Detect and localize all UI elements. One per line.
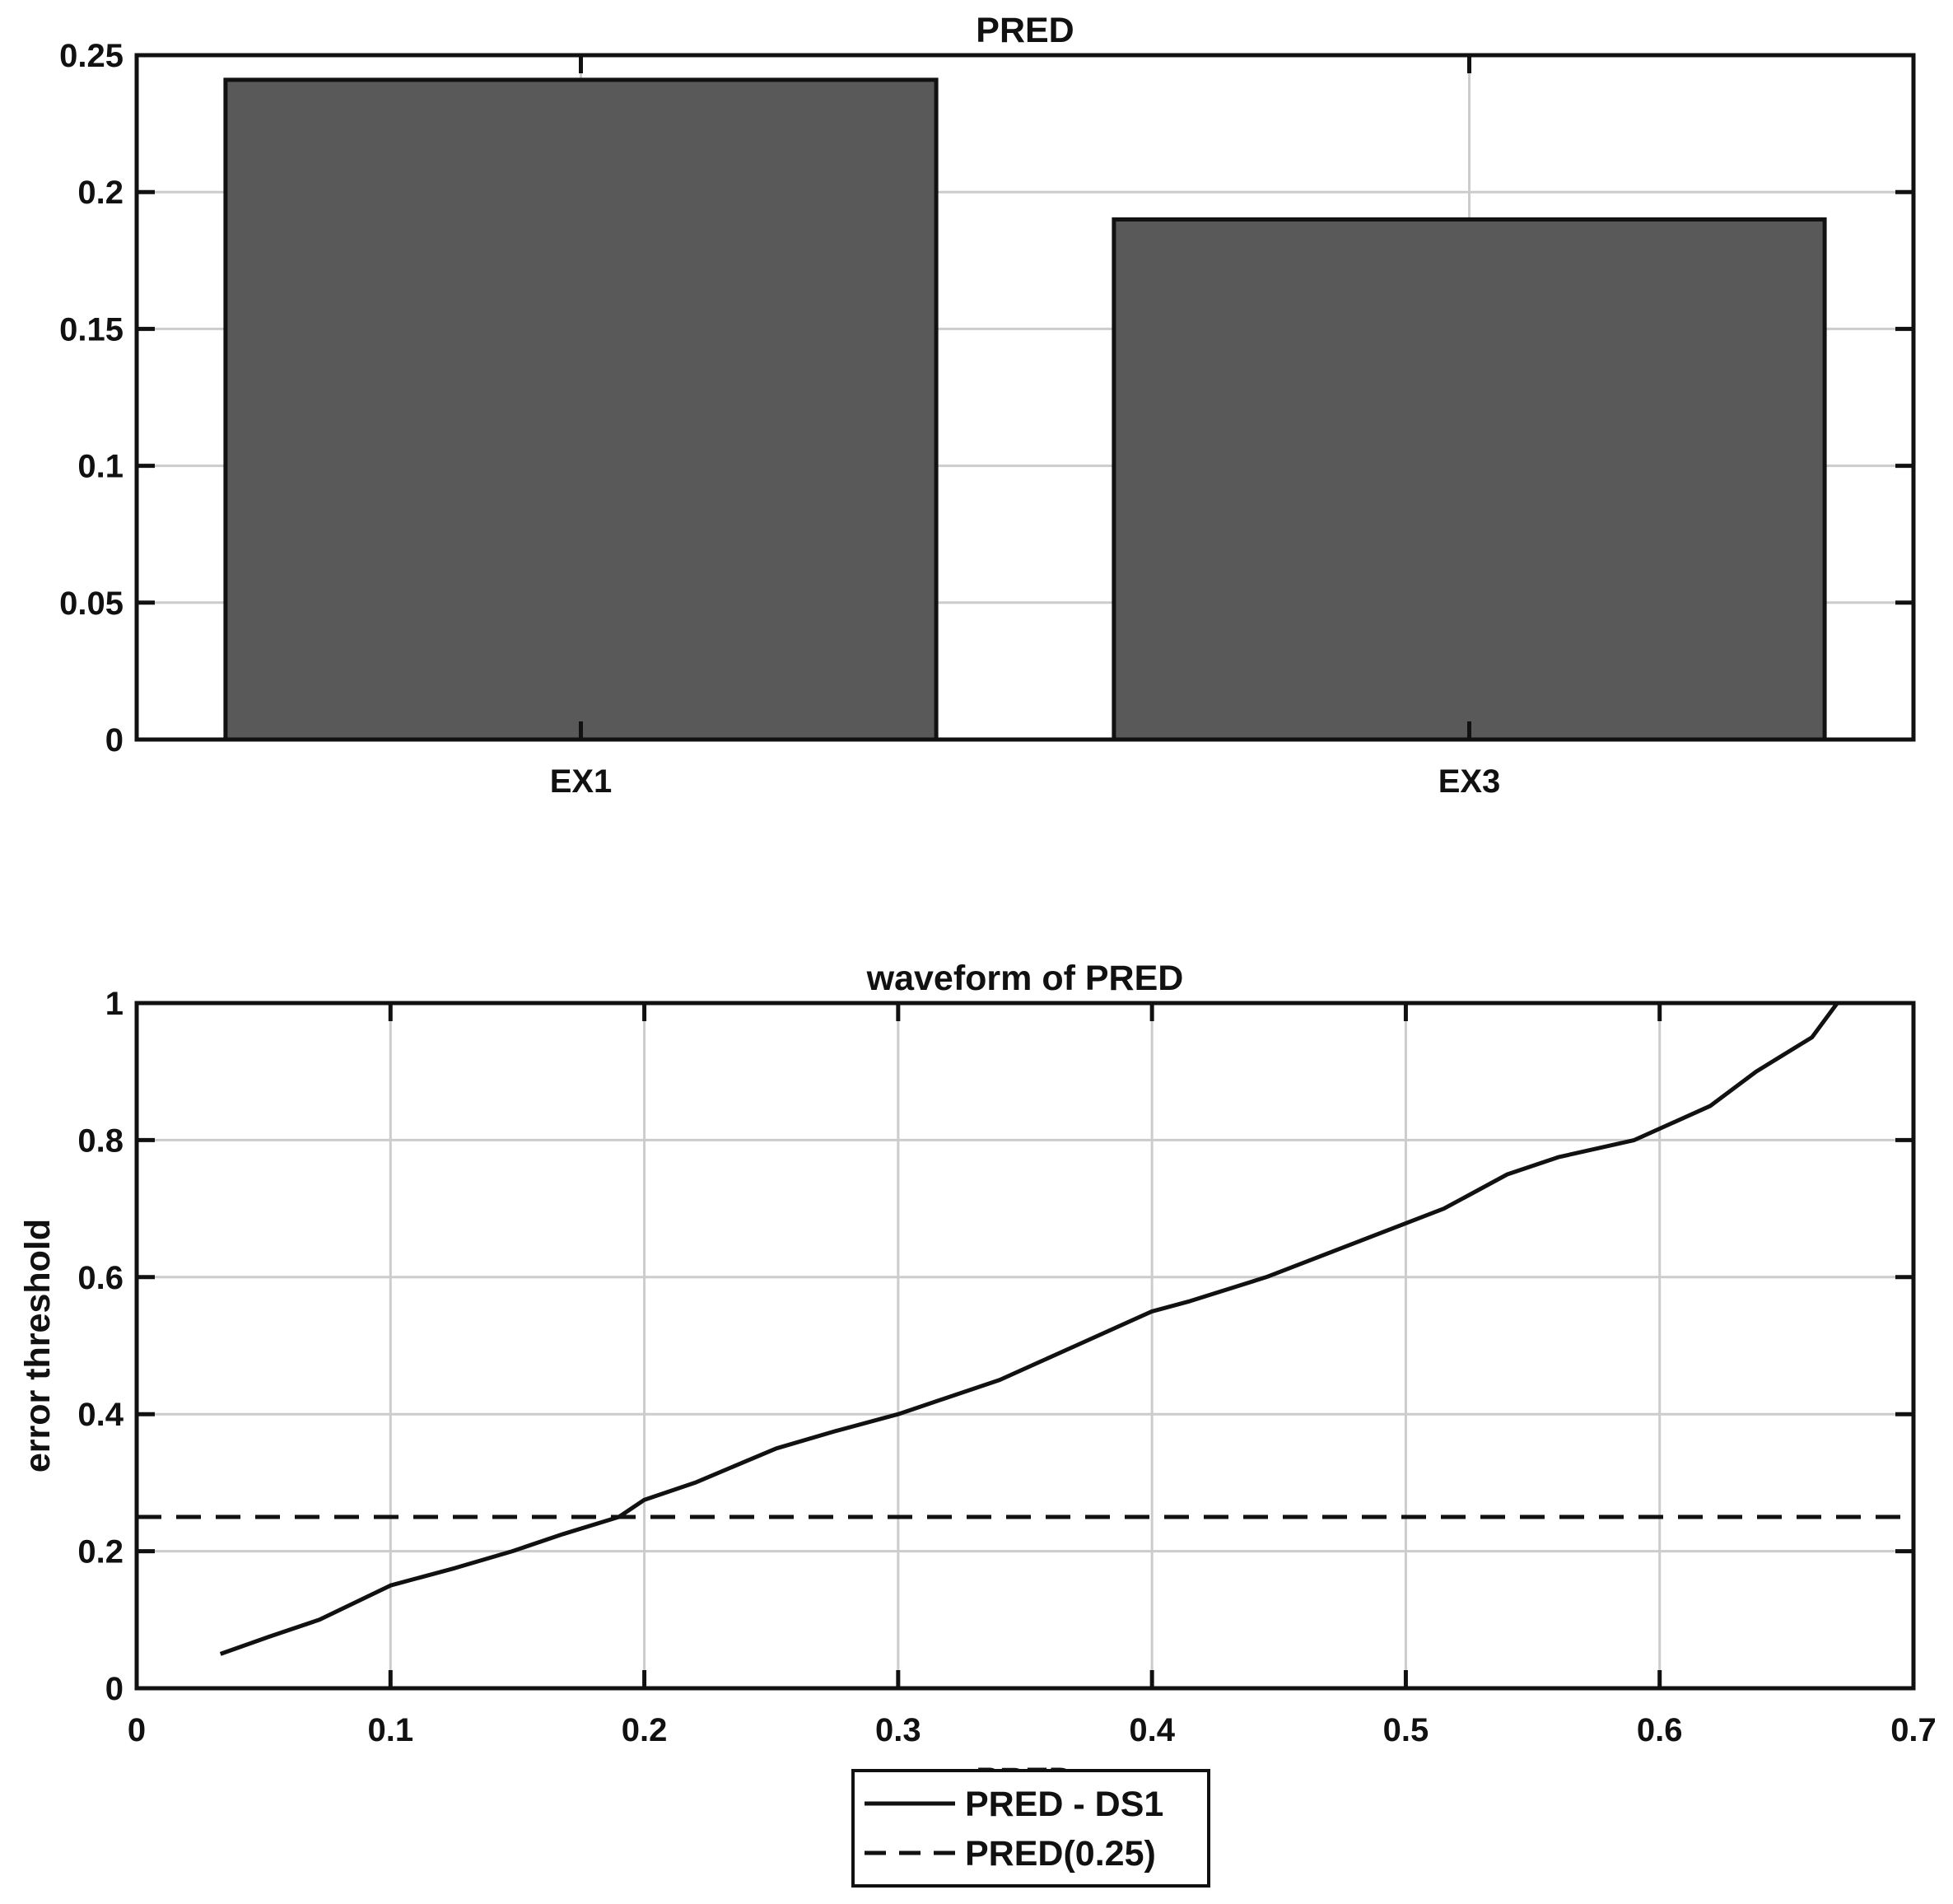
chart-title: PRED [976, 11, 1074, 50]
x-tick-label: EX1 [550, 763, 613, 800]
x-tick-label: 0.3 [875, 1712, 921, 1748]
legend-label-1: PRED(0.25) [965, 1834, 1156, 1874]
x-tick-label: 0.7 [1890, 1712, 1937, 1748]
line-chart: 0 0.2 0.4 0.6 0.8 1 0 0.1 0.2 0.3 0.4 0.5 0.6 0.7 wave… [18, 959, 1937, 1888]
y-tick-label: 0.15 [59, 311, 124, 348]
legend-label-0: PRED - DS1 [965, 1785, 1163, 1824]
y-tick-label: 0.4 [77, 1397, 124, 1433]
y-tick-label: 0.25 [59, 38, 124, 74]
y-tick-label: 0 [105, 1671, 124, 1707]
x-tick-label: 0.1 [367, 1712, 413, 1748]
chart-title: waveform of PRED [866, 959, 1184, 998]
bar-ex1 [223, 77, 939, 742]
legend: PRED - DS1 PRED(0.25) [851, 1769, 1210, 1888]
x-tick-label: 0.6 [1637, 1712, 1683, 1748]
y-tick-label: 0.2 [77, 175, 124, 211]
y-tick-label: 0.8 [77, 1122, 124, 1159]
y-tick-label: 0 [105, 722, 124, 758]
y-axis-label: error threshold [18, 1219, 58, 1472]
x-tick-label: EX3 [1438, 763, 1501, 800]
legend-box [851, 1769, 1210, 1888]
y-tick-label: 0.1 [77, 449, 124, 485]
y-tick-label: 1 [105, 986, 124, 1022]
plot-frame [134, 1001, 1916, 1691]
y-tick-label: 0.2 [77, 1534, 124, 1570]
x-tick-label: 0.4 [1129, 1712, 1175, 1748]
x-tick-label: 0.5 [1383, 1712, 1429, 1748]
y-tick-label: 0.05 [59, 586, 124, 622]
series-line-0 [219, 1001, 1839, 1656]
y-tick-label: 0.6 [77, 1260, 124, 1296]
x-tick-label: 0 [128, 1712, 146, 1748]
plot-frame [134, 53, 1916, 742]
bar-chart: 0 0.05 0.1 0.15 0.2 0.25 EX1 EX3 PRED [59, 11, 1916, 800]
bar-ex3 [1112, 217, 1827, 742]
x-tick-label: 0.2 [622, 1712, 668, 1748]
